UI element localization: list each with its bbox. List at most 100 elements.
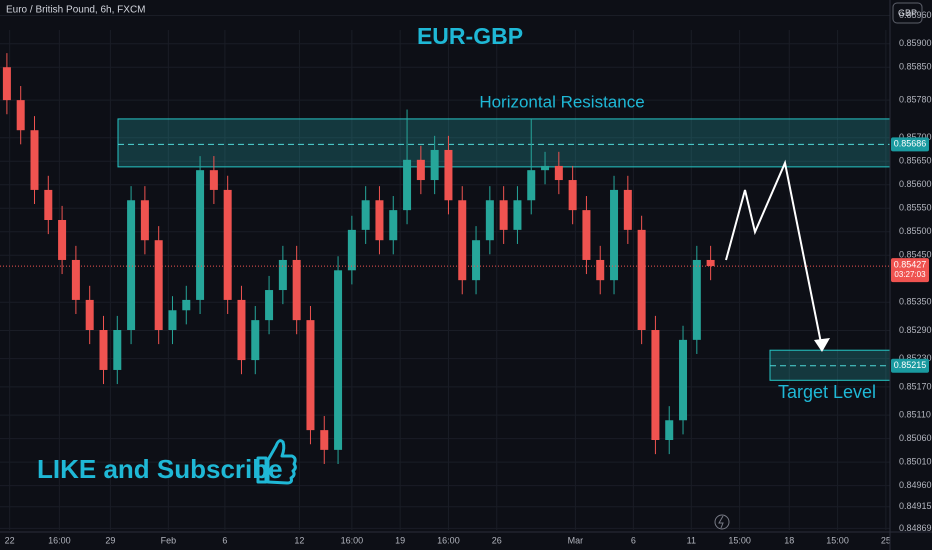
candle-body (196, 170, 205, 300)
candle-body (99, 330, 108, 370)
x-tick-label: 16:00 (48, 535, 71, 545)
zone-label: Target Level (778, 382, 876, 402)
x-tick-label: 22 (5, 535, 15, 545)
y-tick-label: 0.84869 (899, 523, 932, 533)
candle-body (582, 210, 591, 260)
price-tag-label: 0.85686 (894, 139, 927, 149)
candle-body (58, 220, 67, 260)
candle-body (237, 299, 246, 361)
candle-body (154, 240, 163, 330)
candle-body (554, 165, 563, 181)
candle-body (610, 189, 619, 281)
candle-body (458, 200, 467, 281)
y-tick-label: 0.85500 (899, 226, 932, 236)
candle-body (113, 330, 122, 370)
candle-body (596, 259, 605, 281)
x-tick-label: Feb (161, 535, 177, 545)
candle-body (347, 229, 356, 271)
x-tick-label: 15:00 (826, 535, 849, 545)
x-tick-label: 12 (294, 535, 304, 545)
chart-title: EUR-GBP (417, 23, 523, 49)
y-tick-label: 0.85450 (899, 250, 932, 260)
candle-body (485, 200, 494, 241)
candle-body (389, 210, 398, 241)
y-tick-label: 0.85550 (899, 203, 932, 213)
candle-body (568, 180, 577, 211)
candle-body (499, 200, 508, 230)
x-tick-label: 19 (395, 535, 405, 545)
candle-body (320, 430, 329, 450)
x-tick-label: 16:00 (437, 535, 460, 545)
y-tick-label: 0.85600 (899, 179, 932, 189)
candle-body (513, 200, 522, 230)
candle-body (306, 320, 315, 431)
candle-body (209, 170, 218, 190)
annotation-text: LIKE and Subscribe (37, 454, 283, 484)
projection-path (725, 159, 823, 349)
replay-icon[interactable] (714, 514, 730, 530)
y-tick-label: 0.84960 (899, 480, 932, 490)
y-tick-label: 0.85850 (899, 62, 932, 72)
candle-body (278, 259, 287, 291)
candle-body (85, 299, 94, 330)
candle-body (140, 200, 149, 241)
y-tick-label: 0.85350 (899, 297, 932, 307)
candle-body (430, 149, 439, 181)
price-tag (891, 137, 929, 152)
candle-body (44, 189, 53, 220)
x-tick-label: Mar (568, 535, 584, 545)
y-tick-label: 0.85290 (899, 325, 932, 335)
thumbs-up-icon (256, 439, 297, 485)
candle-body (527, 170, 536, 201)
x-tick-label: 25 (881, 535, 891, 545)
candle-body (472, 240, 481, 281)
candle-body (706, 259, 715, 267)
y-tick-label: 0.85650 (899, 156, 932, 166)
candle-body (444, 149, 453, 201)
x-tick-label: 29 (105, 535, 115, 545)
candle-body (679, 339, 688, 421)
last-price-tag (891, 258, 929, 283)
candle-body (541, 165, 550, 171)
candle-body (375, 200, 384, 241)
y-tick-label: 0.85230 (899, 353, 932, 363)
y-tick-label: 0.85960 (899, 10, 932, 20)
candle-body (665, 420, 674, 440)
last-price-label: 0.85427 (894, 259, 927, 269)
y-tick-label: 0.85170 (899, 381, 932, 391)
y-tick-label: 0.85060 (899, 433, 932, 443)
replay-icon-bolt (718, 515, 724, 529)
candle-body (651, 330, 660, 440)
projection-arrowhead (814, 338, 830, 352)
y-tick-label: 0.85010 (899, 456, 932, 466)
candle-body (692, 259, 701, 340)
currency-button[interactable] (892, 2, 923, 24)
candle-body (182, 299, 191, 311)
countdown-label: 03:27:03 (894, 270, 926, 279)
symbol-label: Euro / British Pound, 6h, FXCM (6, 5, 146, 16)
zone-label: Horizontal Resistance (479, 92, 644, 111)
candle-body (361, 200, 370, 230)
candle-body (30, 130, 39, 190)
x-tick-label: 6 (631, 535, 636, 545)
candle-body (403, 159, 412, 211)
candle-body (223, 189, 232, 300)
price-tag-label: 0.85215 (894, 360, 927, 370)
candle-body (71, 259, 80, 300)
x-tick-label: 16:00 (341, 535, 364, 545)
x-tick-label: 11 (687, 535, 696, 545)
zone (117, 118, 891, 168)
candle-body (623, 189, 632, 230)
candle-body (416, 159, 425, 181)
x-tick-label: 18 (784, 535, 794, 545)
price-tag (891, 358, 929, 373)
y-tick-label: 0.85780 (899, 95, 932, 105)
candle-body (265, 290, 274, 321)
y-tick-label: 0.85700 (899, 132, 932, 142)
x-tick-label: 26 (492, 535, 502, 545)
candle-body (334, 270, 343, 450)
candle-body (637, 229, 646, 330)
y-tick-label: 0.84915 (899, 501, 932, 511)
x-tick-label: 6 (222, 535, 227, 545)
